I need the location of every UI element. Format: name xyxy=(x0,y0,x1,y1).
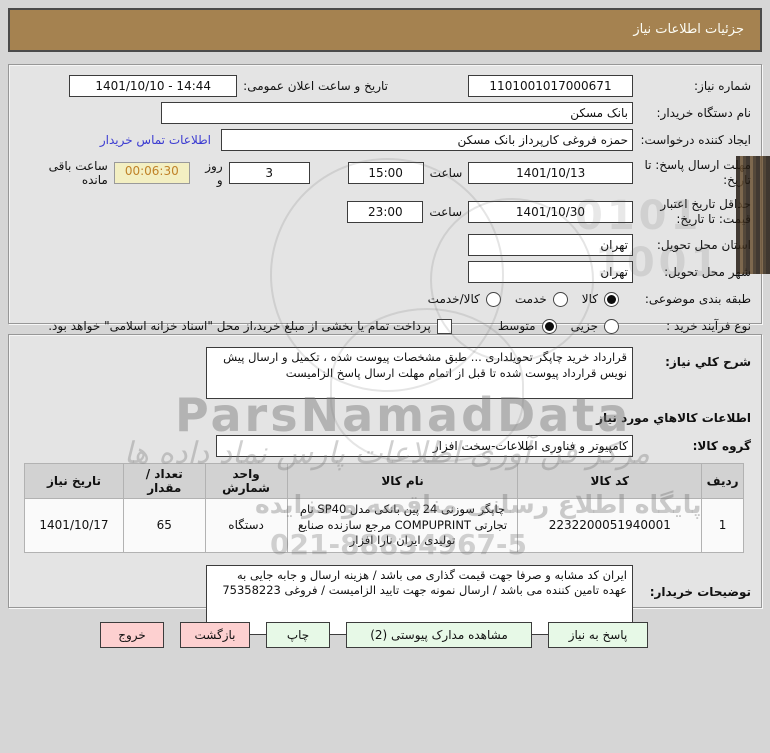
radio-medium-label: متوسط xyxy=(497,319,536,333)
delivery-province-label: استان محل تحویل: xyxy=(656,237,751,252)
page-title: جزئیات اطلاعات نیاز xyxy=(8,8,762,52)
cell-goods-code: 2232200051940001 xyxy=(517,498,703,553)
subject-class-label: طبقه بندی موضوعی: xyxy=(644,291,751,306)
radio-minor-label: جزیی xyxy=(570,319,598,333)
days-remaining-input[interactable] xyxy=(228,162,310,184)
subject-option-goods-service[interactable]: کالا/خدمت xyxy=(427,291,501,307)
radio-goods-icon[interactable] xyxy=(604,291,619,307)
response-deadline-label: مهلت ارسال پاسخ: تا تاریخ: xyxy=(644,158,751,187)
response-time-input[interactable] xyxy=(347,162,424,184)
delivery-city-row: شهر محل تحویل: xyxy=(19,259,751,285)
days-label: روز و xyxy=(205,159,223,187)
cell-row-index: 1 xyxy=(701,498,744,553)
respond-button[interactable]: پاسخ به نیاز xyxy=(548,622,648,648)
response-hour-label: ساعت xyxy=(429,166,463,180)
price-validity-row: حداقل تاریخ اعتبار قیمت: تا تاریخ: ساعت xyxy=(19,193,751,231)
header-need-date: تاریخ نیاز xyxy=(24,463,124,499)
buyer-contact-link[interactable]: اطلاعات تماس خریدار xyxy=(99,133,211,147)
radio-service-label: خدمت xyxy=(514,292,547,306)
subject-option-goods[interactable]: کالا xyxy=(581,291,619,307)
items-section-header: اطلاعات کالاهاي مورد نیاز xyxy=(596,411,751,425)
request-creator-label: ایجاد کننده درخواست: xyxy=(640,132,751,147)
need-number-input[interactable] xyxy=(468,75,633,97)
process-option-minor[interactable]: جزیی xyxy=(570,318,619,334)
request-creator-row: ایجاد کننده درخواست: اطلاعات تماس خریدار xyxy=(19,127,751,153)
header-quantity: تعداد / مقدار xyxy=(123,463,206,499)
goods-group-input[interactable] xyxy=(216,435,633,457)
header-goods-name: نام کالا xyxy=(286,463,519,499)
countdown-timer: 00:06:30 xyxy=(113,162,190,184)
need-details-panel: شرح کلي نیاز: قرارداد خرید چاپگر تحویلدا… xyxy=(8,334,762,635)
price-validity-date-input[interactable] xyxy=(468,201,633,223)
items-table-header-row: ردیف کد کالا نام کالا واحد شمارش تعداد /… xyxy=(24,463,744,499)
goods-group-label: گروه کالا: xyxy=(692,438,751,453)
header-goods-code: کد کالا xyxy=(517,463,703,499)
purchase-process-label: نوع فرآیند خرید : xyxy=(666,318,751,333)
need-number-label: شماره نیاز: xyxy=(694,78,751,93)
delivery-city-input[interactable] xyxy=(468,261,633,283)
cell-quantity: 65 xyxy=(123,498,206,553)
response-deadline-date-input[interactable] xyxy=(468,162,633,184)
request-creator-input[interactable] xyxy=(221,129,633,151)
exit-button[interactable]: خروج xyxy=(100,622,164,648)
print-button[interactable]: چاپ xyxy=(266,622,330,648)
radio-service-icon[interactable] xyxy=(552,291,568,307)
header-unit: واحد شمارش xyxy=(204,463,288,499)
description-textarea[interactable]: قرارداد خرید چاپگر تحویلداری ... طبق مشخ… xyxy=(206,347,633,399)
description-row: شرح کلي نیاز: قرارداد خرید چاپگر تحویلدا… xyxy=(19,347,751,399)
delivery-province-input[interactable] xyxy=(468,234,633,256)
radio-goods-label: کالا xyxy=(581,292,598,306)
price-hour-label: ساعت xyxy=(429,205,462,219)
cell-unit: دستگاه xyxy=(204,498,288,553)
items-table: ردیف کد کالا نام کالا واحد شمارش تعداد /… xyxy=(24,463,744,553)
buyer-org-label: نام دستگاه خریدار: xyxy=(656,105,752,120)
delivery-province-row: استان محل تحویل: xyxy=(19,232,751,258)
buyer-org-input[interactable] xyxy=(161,102,633,124)
subject-option-service[interactable]: خدمت xyxy=(514,291,568,307)
table-row: 1 2232200051940001 چاپگر سوزنی 24 پین با… xyxy=(24,498,744,553)
buyer-org-row: نام دستگاه خریدار: xyxy=(19,100,751,126)
action-buttons: پاسخ به نیاز مشاهده مدارک پیوستی (2) چاپ… xyxy=(0,622,648,648)
treasury-checkbox[interactable] xyxy=(436,318,452,334)
announce-datetime-input[interactable] xyxy=(69,75,238,97)
announce-datetime-label: تاریخ و ساعت اعلان عمومی: xyxy=(243,78,388,93)
purchase-process-row: نوع فرآیند خرید : جزیی متوسط پرداخت تمام… xyxy=(19,313,751,339)
delivery-city-label: شهر محل تحویل: xyxy=(664,264,751,279)
response-deadline-row: مهلت ارسال پاسخ: تا تاریخ: ساعت روز و 00… xyxy=(19,154,751,192)
need-number-row: شماره نیاز: تاریخ و ساعت اعلان عمومی: xyxy=(19,73,751,99)
cell-goods-name: چاپگر سوزنی 24 پین بانکی مدل SP40 نام تج… xyxy=(286,498,519,553)
price-validity-label: حداقل تاریخ اعتبار قیمت: تا تاریخ: xyxy=(660,197,751,226)
radio-goods-service-label: کالا/خدمت xyxy=(427,292,480,306)
process-option-medium[interactable]: متوسط xyxy=(497,318,557,334)
countdown-label: ساعت باقی مانده xyxy=(48,159,108,187)
radio-medium-icon[interactable] xyxy=(541,318,557,334)
radio-minor-icon[interactable] xyxy=(604,318,619,334)
view-attachments-button[interactable]: مشاهده مدارک پیوستی (2) xyxy=(346,622,532,648)
back-button[interactable]: بازگشت xyxy=(180,622,250,648)
cell-need-date: 1401/10/17 xyxy=(24,498,124,553)
price-time-input[interactable] xyxy=(347,201,424,223)
header-row-index: ردیف xyxy=(701,463,744,499)
treasury-checkbox-label: پرداخت تمام یا بخشی از مبلغ خرید،از محل … xyxy=(48,319,431,333)
goods-group-row: گروه کالا: xyxy=(19,433,751,459)
description-label: شرح کلي نیاز: xyxy=(665,355,751,369)
buyer-notes-label: توضیحات خریدار: xyxy=(649,584,751,599)
treasury-checkbox-group[interactable]: پرداخت تمام یا بخشی از مبلغ خرید،از محل … xyxy=(48,318,452,334)
subject-class-row: طبقه بندی موضوعی: کالا خدمت کالا/خدمت xyxy=(19,286,751,312)
need-info-panel: شماره نیاز: تاریخ و ساعت اعلان عمومی: نا… xyxy=(8,64,762,334)
radio-goods-service-icon[interactable] xyxy=(485,291,501,307)
